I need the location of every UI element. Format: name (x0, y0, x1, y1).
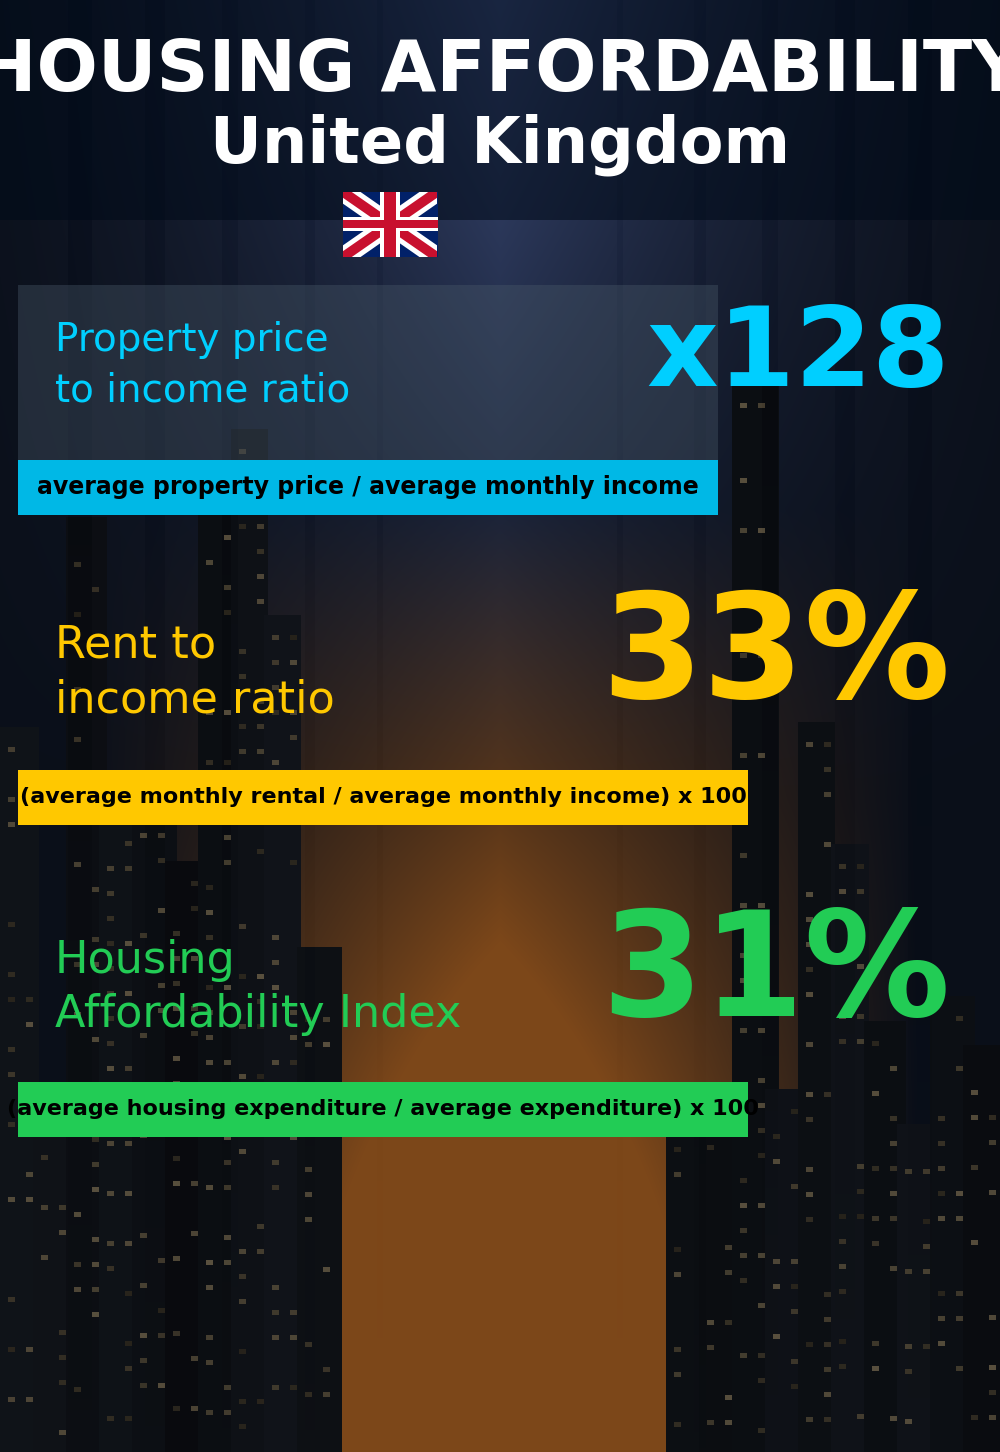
Bar (0, 0, 1000, 221)
Bar (18, 460, 718, 515)
Text: Property price: Property price (55, 321, 329, 359)
Text: 33%: 33% (601, 588, 950, 729)
Text: United Kingdom: United Kingdom (210, 113, 790, 176)
Bar (343, 192, 438, 257)
Bar (18, 285, 718, 481)
Polygon shape (343, 192, 437, 257)
Polygon shape (343, 192, 437, 257)
Text: Affordability Index: Affordability Index (55, 993, 461, 1037)
Text: income ratio: income ratio (55, 678, 335, 722)
Text: (average monthly rental / average monthly income) x 100: (average monthly rental / average monthl… (20, 787, 746, 807)
Text: 31%: 31% (601, 905, 950, 1045)
Bar (343, 221, 438, 228)
Text: Rent to: Rent to (55, 623, 216, 666)
Text: HOUSING AFFORDABILITY: HOUSING AFFORDABILITY (0, 38, 1000, 106)
Bar (384, 192, 396, 257)
Polygon shape (343, 192, 437, 257)
Text: average property price / average monthly income: average property price / average monthly… (37, 475, 699, 499)
Bar (18, 1082, 748, 1137)
Bar (18, 770, 748, 825)
Text: x128: x128 (647, 302, 950, 408)
Bar (380, 192, 400, 257)
Polygon shape (343, 192, 437, 257)
Text: (average housing expenditure / average expenditure) x 100: (average housing expenditure / average e… (7, 1099, 759, 1119)
Text: to income ratio: to income ratio (55, 372, 350, 409)
Text: Housing: Housing (55, 938, 236, 982)
Bar (343, 216, 438, 231)
